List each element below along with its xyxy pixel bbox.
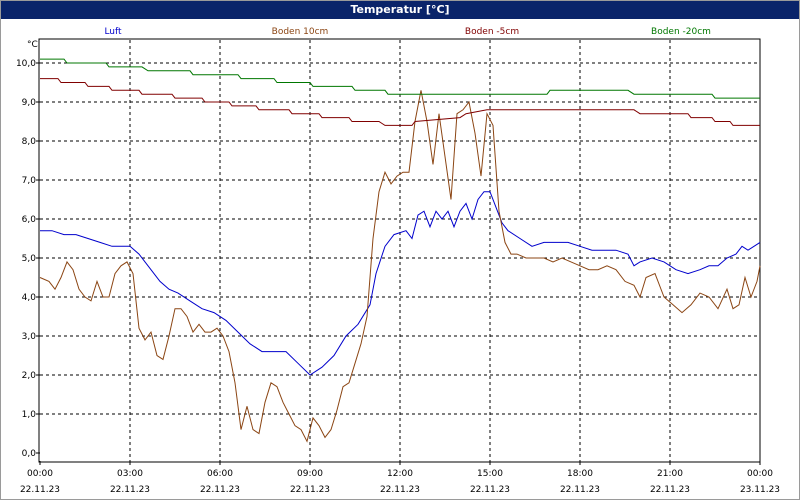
y-tick-label: 8,0 (22, 137, 37, 147)
y-tick-label: 2,0 (22, 371, 37, 381)
legend-entry: Luft (104, 27, 122, 37)
x-tick-date-label: 22.11.23 (20, 485, 60, 495)
legend-entry: Boden 10cm (272, 27, 329, 37)
y-tick-label: 1,0 (22, 410, 37, 420)
x-tick-time-label: 03:00 (117, 469, 143, 479)
y-tick-label: 10,0 (16, 59, 36, 69)
x-tick-date-label: 23.11.23 (740, 485, 780, 495)
series-line-boden-5cm (40, 78, 760, 126)
x-tick-time-label: 21:00 (657, 469, 683, 479)
y-tick-label: 5,0 (22, 254, 37, 264)
y-tick-label: 3,0 (22, 332, 37, 342)
x-axis: 00:00 22.11.23 03:00 22.11.23 06:00 22.11.23 0… (20, 461, 780, 495)
series-line-luft (40, 191, 761, 376)
y-tick-label: 7,0 (22, 176, 37, 186)
legend-entry: Boden -20cm (651, 27, 711, 37)
x-tick-date-label: 22.11.23 (380, 485, 420, 495)
x-tick-date-label: 22.11.23 (200, 485, 240, 495)
series-group (39, 58, 761, 443)
y-tick-label: 9,0 (22, 98, 37, 108)
y-tick-label: 4,0 (22, 293, 37, 303)
x-tick-time-label: 15:00 (477, 469, 503, 479)
legend-entry: Boden -5cm (465, 27, 519, 37)
series-line-boden-10cm (39, 90, 761, 443)
y-axis: 0,0 1,0 2,0 3,0 4,0 5,0 6,0 7,0 8,0 9,0 10,0 (16, 59, 40, 459)
x-tick-date-label: 22.11.23 (290, 485, 330, 495)
x-tick-date-label: 22.11.23 (110, 485, 150, 495)
x-tick-date-label: 22.11.23 (470, 485, 510, 495)
legend: Luft Boden 10cm Boden -5cm Boden -20cm (104, 27, 711, 37)
y-axis-unit: °C (27, 40, 38, 50)
y-tick-label: 0,0 (22, 449, 37, 459)
x-tick-time-label: 18:00 (567, 469, 593, 479)
grid-lines (40, 40, 760, 461)
x-tick-time-label: 00:00 (747, 469, 773, 479)
y-tick-label: 6,0 (22, 215, 37, 225)
x-tick-time-label: 06:00 (207, 469, 233, 479)
series-line-boden-20cm (40, 58, 760, 99)
window-title: Temperatur [°C] (1, 1, 799, 19)
x-tick-date-label: 22.11.23 (560, 485, 600, 495)
x-tick-date-label: 22.11.23 (650, 485, 690, 495)
x-tick-time-label: 12:00 (387, 469, 413, 479)
x-tick-time-label: 09:00 (297, 469, 323, 479)
x-tick-time-label: 00:00 (27, 469, 53, 479)
